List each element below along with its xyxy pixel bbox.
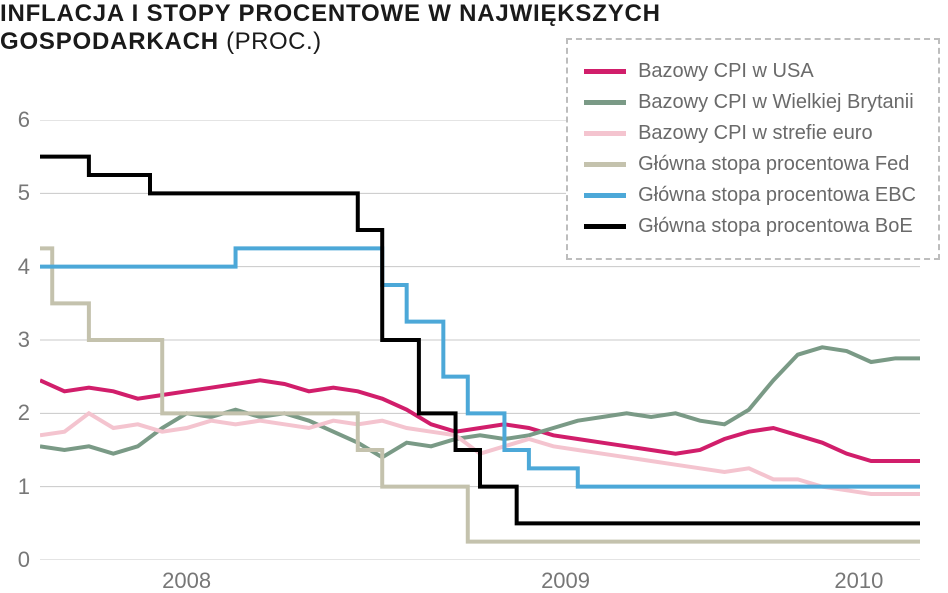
legend-row-boe: Główna stopa procentowa BoE xyxy=(584,215,916,238)
title-line1: INFLACJA I STOPY PROCENTOWE W NAJWIĘKSZY… xyxy=(0,0,661,27)
ytick-label: 1 xyxy=(18,474,30,500)
ytick-label: 2 xyxy=(18,400,30,426)
legend-label: Bazowy CPI w USA xyxy=(638,60,814,83)
legend-row-cpi_usa: Bazowy CPI w USA xyxy=(584,60,916,83)
legend-row-cpi_uk: Bazowy CPI w Wielkiej Brytanii xyxy=(584,91,916,114)
legend-swatch xyxy=(584,224,626,229)
legend-swatch xyxy=(584,100,626,105)
legend-swatch xyxy=(584,69,626,74)
legend-label: Główna stopa procentowa EBC xyxy=(638,184,916,207)
ytick-label: 5 xyxy=(18,180,30,206)
legend-label: Główna stopa procentowa BoE xyxy=(638,215,913,238)
xtick-label: 2008 xyxy=(162,568,211,593)
xtick-label: 2010 xyxy=(834,568,883,593)
chart-title: INFLACJA I STOPY PROCENTOWE W NAJWIĘKSZY… xyxy=(0,0,661,55)
title-line2-bold: GOSPODARKACH xyxy=(0,28,219,55)
legend-swatch xyxy=(584,193,626,198)
legend-label: Główna stopa procentowa Fed xyxy=(638,153,909,176)
ytick-label: 3 xyxy=(18,327,30,353)
legend: Bazowy CPI w USA Bazowy CPI w Wielkiej Br… xyxy=(566,38,940,260)
chart-container: INFLACJA I STOPY PROCENTOWE W NAJWIĘKSZY… xyxy=(0,0,948,593)
legend-label: Bazowy CPI w strefie euro xyxy=(638,122,873,145)
legend-row-ecb: Główna stopa procentowa EBC xyxy=(584,184,916,207)
legend-row-fed: Główna stopa procentowa Fed xyxy=(584,153,916,176)
legend-swatch xyxy=(584,131,626,136)
ytick-label: 4 xyxy=(18,254,30,280)
legend-swatch xyxy=(584,162,626,167)
legend-row-cpi_euro: Bazowy CPI w strefie euro xyxy=(584,122,916,145)
ytick-label: 6 xyxy=(18,107,30,133)
series-cpi_uk xyxy=(40,347,920,457)
title-line2-light: (PROC.) xyxy=(219,28,322,55)
xtick-label: 2009 xyxy=(541,568,590,593)
ytick-label: 0 xyxy=(18,547,30,573)
legend-label: Bazowy CPI w Wielkiej Brytanii xyxy=(638,91,914,114)
